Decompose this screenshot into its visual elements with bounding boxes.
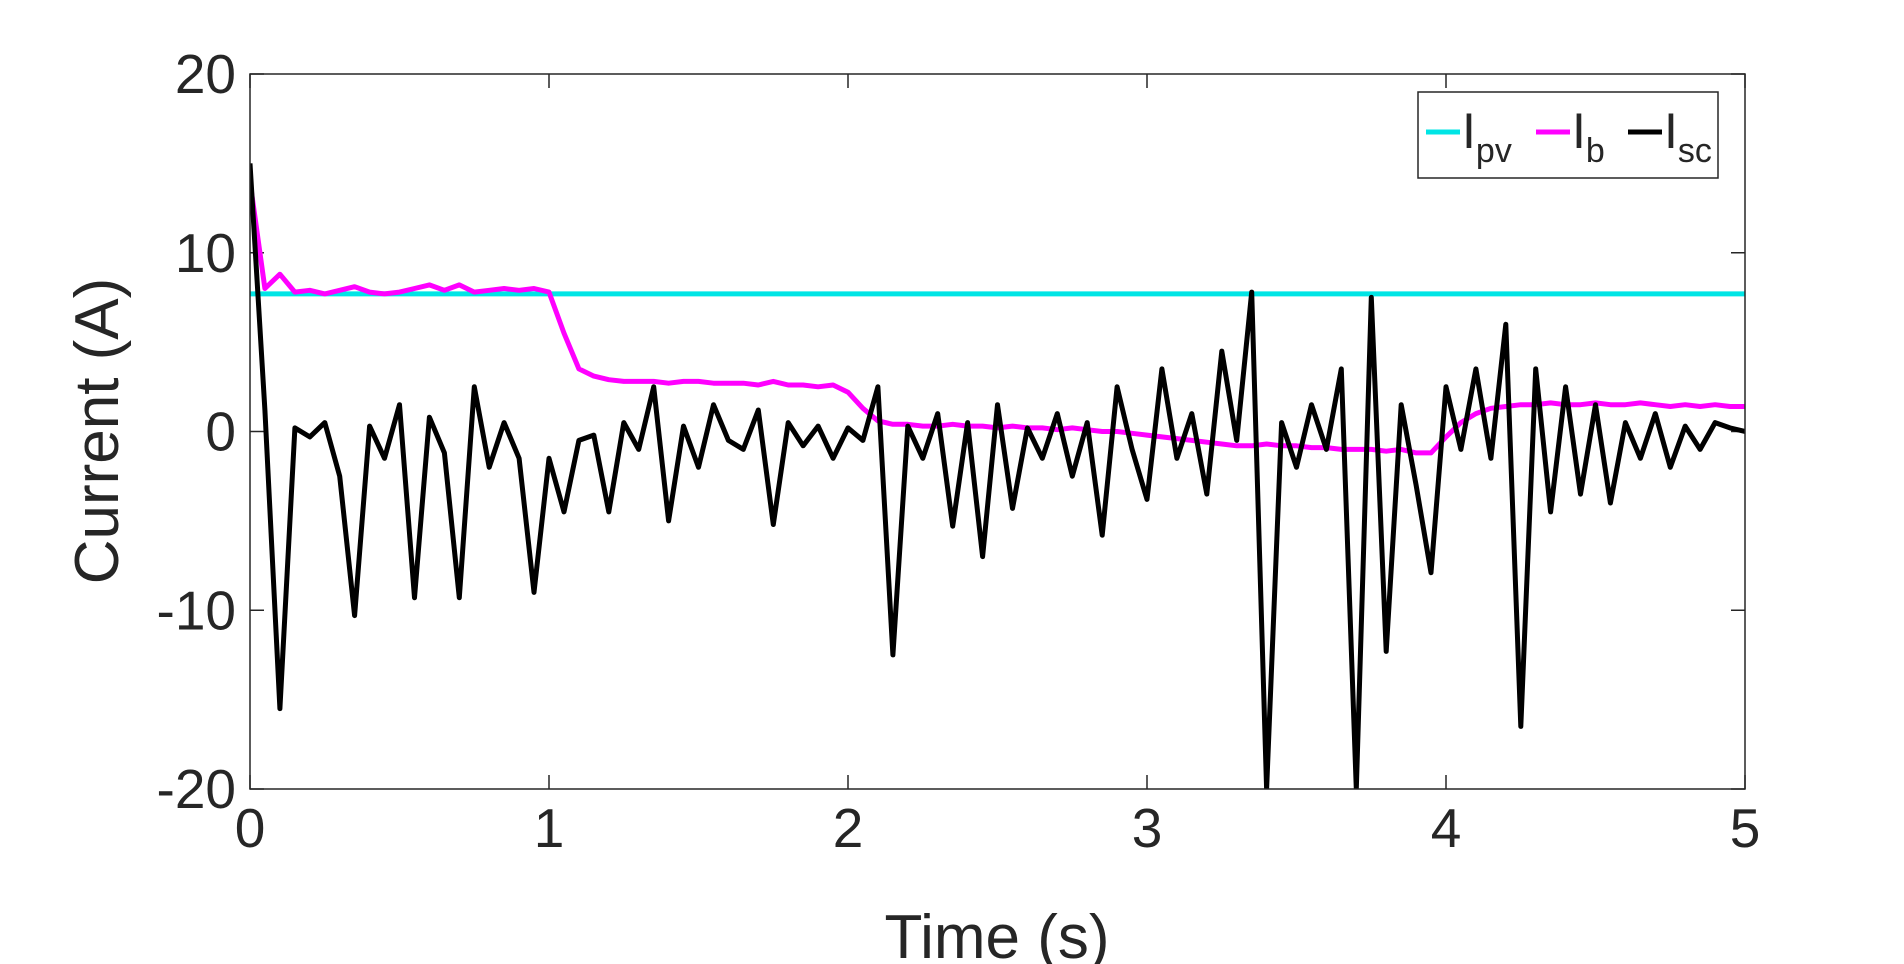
x-tick-label: 1 xyxy=(534,797,565,859)
x-tick-label: 5 xyxy=(1730,797,1761,859)
legend-label-sub: pv xyxy=(1476,132,1512,170)
y-tick-label: 0 xyxy=(205,401,236,463)
legend-label-main: I xyxy=(1572,103,1586,159)
y-axis-label: Current (A) xyxy=(63,278,132,585)
series-line xyxy=(250,163,1745,789)
legend-label: Ib xyxy=(1572,103,1605,170)
legend-label-main: I xyxy=(1664,103,1678,159)
legend-label-sub: sc xyxy=(1678,132,1712,170)
legend-box xyxy=(1417,91,1719,179)
y-tick-label: 20 xyxy=(175,43,236,105)
x-tick-label: 3 xyxy=(1132,797,1163,859)
x-axis-label: Time (s) xyxy=(885,903,1110,964)
legend-label: Ipv xyxy=(1462,103,1512,170)
legend-label-sub: b xyxy=(1586,132,1605,170)
x-tick-label: 0 xyxy=(235,797,266,859)
x-tick-label: 4 xyxy=(1431,797,1462,859)
y-tick-label: -10 xyxy=(157,579,237,641)
legend-label-main: I xyxy=(1462,103,1476,159)
legend-label: Isc xyxy=(1664,103,1712,170)
y-tick-label: 10 xyxy=(175,222,236,284)
plot-frame xyxy=(249,73,1746,790)
x-tick-label: 2 xyxy=(833,797,864,859)
y-tick-label: -20 xyxy=(157,758,237,820)
